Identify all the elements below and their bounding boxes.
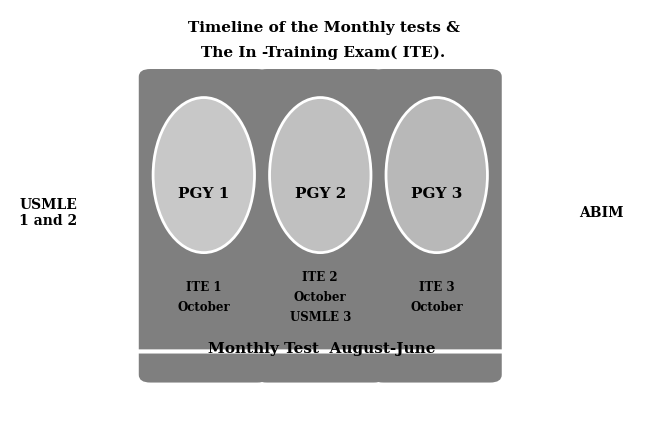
Text: ITE 1
October: ITE 1 October [177, 281, 230, 314]
Text: Monthly Test  August-June: Monthly Test August-June [208, 343, 435, 356]
Text: ITE 3
October: ITE 3 October [410, 281, 463, 314]
Ellipse shape [386, 98, 487, 253]
Ellipse shape [270, 98, 371, 253]
Text: ITE 2
October
USMLE 3: ITE 2 October USMLE 3 [290, 271, 351, 324]
FancyBboxPatch shape [371, 69, 502, 383]
Ellipse shape [153, 98, 254, 253]
FancyBboxPatch shape [138, 69, 269, 383]
FancyBboxPatch shape [255, 69, 385, 383]
Text: USMLE
1 and 2: USMLE 1 and 2 [19, 198, 78, 228]
Text: PGY 2: PGY 2 [294, 187, 346, 201]
Text: The In -Training Exam( ITE).: The In -Training Exam( ITE). [201, 46, 446, 60]
Text: PGY 1: PGY 1 [178, 187, 230, 201]
Text: ABIM: ABIM [580, 206, 624, 220]
Text: PGY 3: PGY 3 [411, 187, 463, 201]
Text: Timeline of the Monthly tests &: Timeline of the Monthly tests & [188, 21, 459, 35]
